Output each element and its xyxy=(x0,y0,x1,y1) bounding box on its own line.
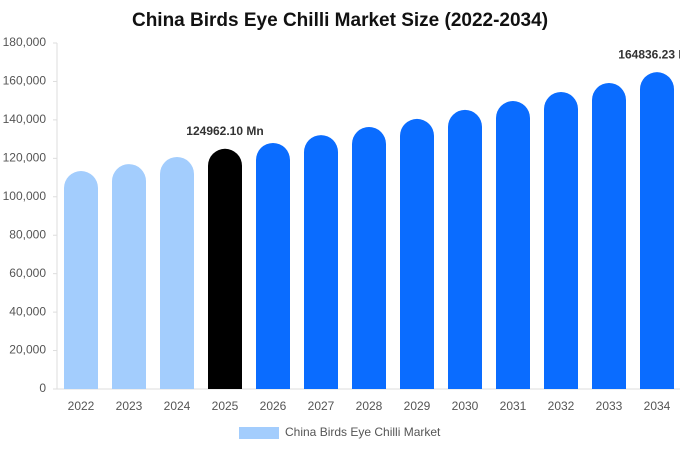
y-tick-label: 160,000 xyxy=(3,74,47,88)
bar xyxy=(496,101,530,389)
bar xyxy=(112,164,146,389)
bar xyxy=(448,109,482,389)
x-tick-label: 2030 xyxy=(452,399,479,413)
bar xyxy=(256,142,290,389)
bar xyxy=(400,118,434,389)
x-tick-label: 2022 xyxy=(68,399,95,413)
bar xyxy=(160,156,194,389)
y-tick-label: 80,000 xyxy=(9,227,46,241)
bar xyxy=(64,171,98,389)
x-tick-label: 2031 xyxy=(500,399,527,413)
x-tick-label: 2026 xyxy=(260,399,287,413)
x-tick-label: 2023 xyxy=(116,399,143,413)
bar xyxy=(544,92,578,390)
y-tick-label: 40,000 xyxy=(9,304,46,318)
x-tick-label: 2029 xyxy=(404,399,431,413)
y-tick-label: 120,000 xyxy=(3,151,47,165)
legend-swatch xyxy=(239,427,279,439)
data-label: 164836.23 Mn xyxy=(618,47,680,61)
bar xyxy=(304,135,338,389)
y-tick-label: 100,000 xyxy=(3,189,47,203)
bar xyxy=(592,82,626,389)
bar xyxy=(352,127,386,390)
x-tick-label: 2028 xyxy=(356,399,383,413)
chart-title: China Birds Eye Chilli Market Size (2022… xyxy=(132,10,548,31)
y-tick-label: 140,000 xyxy=(3,112,47,126)
bar xyxy=(208,148,242,389)
x-tick-label: 2027 xyxy=(308,399,335,413)
x-tick-label: 2032 xyxy=(548,399,575,413)
y-tick-label: 0 xyxy=(39,381,46,395)
legend-label: China Birds Eye Chilli Market xyxy=(285,425,441,439)
bar xyxy=(640,72,674,389)
x-tick-label: 2025 xyxy=(212,399,239,413)
y-tick-label: 180,000 xyxy=(3,35,47,49)
data-label: 124962.10 Mn xyxy=(186,124,263,138)
x-tick-label: 2024 xyxy=(164,399,191,413)
y-tick-label: 60,000 xyxy=(9,266,46,280)
x-tick-label: 2033 xyxy=(596,399,623,413)
y-tick-label: 20,000 xyxy=(9,343,46,357)
x-tick-label: 2034 xyxy=(644,399,671,413)
